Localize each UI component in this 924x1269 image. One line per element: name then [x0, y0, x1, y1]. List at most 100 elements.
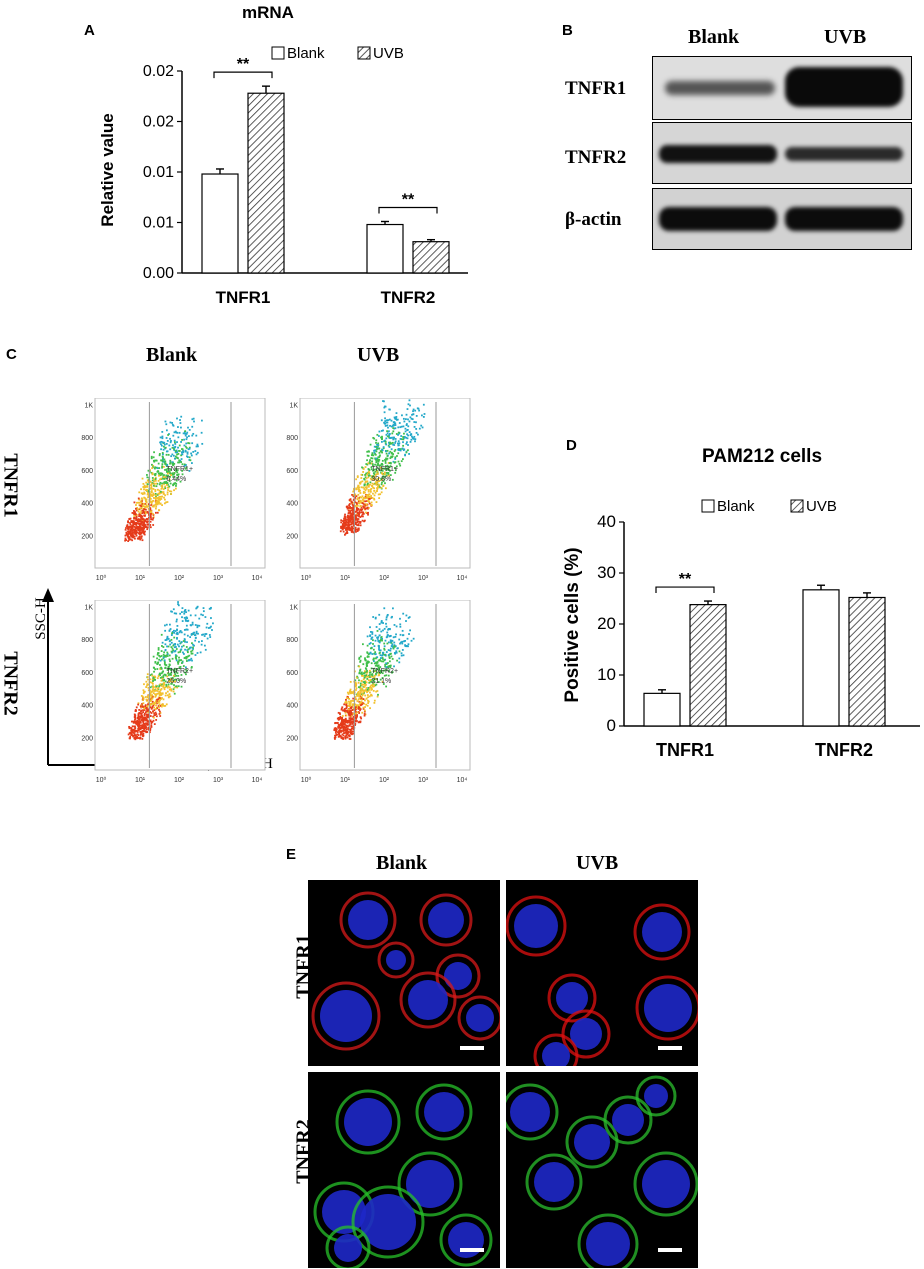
- event-dot: [383, 645, 386, 648]
- event-dot: [200, 640, 203, 642]
- event-dot: [348, 724, 351, 727]
- event-dot: [349, 529, 351, 531]
- event-dot: [369, 626, 371, 629]
- event-dot: [350, 710, 352, 713]
- event-dot: [180, 659, 182, 661]
- event-dot: [141, 520, 144, 523]
- event-dot: [345, 704, 348, 706]
- cell-nucleus: [642, 1160, 690, 1208]
- event-dot: [415, 428, 418, 430]
- event-dot: [348, 521, 351, 523]
- event-dot: [161, 441, 164, 444]
- event-dot: [185, 464, 187, 466]
- event-dot: [387, 649, 390, 651]
- event-dot: [360, 704, 362, 707]
- event-dot: [355, 711, 357, 713]
- event-dot: [406, 441, 408, 444]
- event-dot: [156, 493, 159, 496]
- event-dot: [346, 710, 348, 712]
- event-dot: [182, 644, 185, 647]
- event-dot: [386, 472, 389, 474]
- event-dot: [196, 626, 199, 629]
- event-dot: [139, 721, 142, 724]
- event-dot: [164, 498, 166, 501]
- event-dot: [344, 718, 347, 721]
- event-dot: [371, 633, 374, 635]
- event-dot: [140, 517, 143, 519]
- event-dot: [405, 423, 408, 425]
- event-dot: [185, 447, 188, 449]
- event-dot: [387, 628, 389, 631]
- event-dot: [141, 509, 144, 512]
- event-dot: [385, 662, 388, 665]
- event-dot: [191, 642, 193, 645]
- gate-label: TNFR1+: [166, 466, 193, 473]
- event-dot: [372, 639, 374, 642]
- cell-membrane: [635, 975, 698, 1041]
- event-dot: [139, 705, 142, 708]
- event-dot: [186, 617, 189, 620]
- event-dot: [377, 463, 379, 466]
- event-dot: [358, 706, 361, 709]
- event-dot: [164, 494, 167, 497]
- event-dot: [158, 690, 161, 693]
- event-dot: [139, 525, 142, 528]
- event-dot: [365, 503, 368, 506]
- event-dot: [372, 483, 375, 486]
- event-dot: [404, 454, 406, 457]
- event-dot: [393, 422, 396, 425]
- event-dot: [166, 472, 169, 475]
- event-dot: [409, 440, 412, 443]
- event-dot: [355, 717, 358, 720]
- event-dot: [389, 664, 392, 667]
- event-dot: [131, 536, 134, 539]
- event-dot: [196, 624, 199, 627]
- event-dot: [170, 455, 173, 458]
- event-dot: [135, 531, 138, 534]
- event-dot: [173, 671, 176, 674]
- event-dot: [195, 630, 198, 633]
- event-dot: [365, 683, 367, 686]
- event-dot: [176, 471, 179, 474]
- event-dot: [166, 501, 169, 503]
- event-dot: [351, 521, 354, 523]
- event-dot: [146, 517, 148, 520]
- event-dot: [376, 480, 379, 483]
- event-dot: [185, 433, 188, 435]
- cell-membrane: [565, 1115, 619, 1169]
- event-dot: [158, 509, 160, 511]
- event-dot: [383, 642, 386, 645]
- event-dot: [372, 469, 374, 472]
- event-dot: [373, 451, 376, 454]
- event-dot: [383, 478, 386, 481]
- event-dot: [377, 672, 380, 674]
- event-dot: [388, 628, 391, 631]
- event-dot: [180, 458, 183, 460]
- cell-nucleus: [360, 1194, 416, 1250]
- event-dot: [171, 657, 174, 660]
- event-dot: [385, 622, 387, 625]
- event-dot: [345, 724, 348, 727]
- event-dot: [414, 440, 416, 443]
- event-dot: [185, 438, 188, 441]
- event-dot: [393, 450, 396, 453]
- event-dot: [154, 477, 157, 480]
- event-dot: [159, 502, 162, 505]
- event-dot: [153, 690, 156, 692]
- event-dot: [170, 688, 173, 691]
- event-dot: [169, 437, 171, 440]
- event-dot: [134, 738, 137, 741]
- event-dot: [178, 666, 181, 669]
- event-dot: [153, 473, 156, 476]
- event-dot: [140, 719, 143, 721]
- event-dot: [162, 704, 165, 707]
- plot-x-tick-label: 10³: [418, 777, 429, 784]
- event-dot: [135, 523, 137, 526]
- event-dot: [160, 687, 163, 690]
- cell-nucleus: [514, 904, 558, 948]
- event-dot: [159, 478, 161, 481]
- event-dot: [155, 459, 158, 462]
- event-dot: [372, 657, 375, 660]
- event-dot: [143, 488, 145, 491]
- event-dot: [160, 495, 163, 498]
